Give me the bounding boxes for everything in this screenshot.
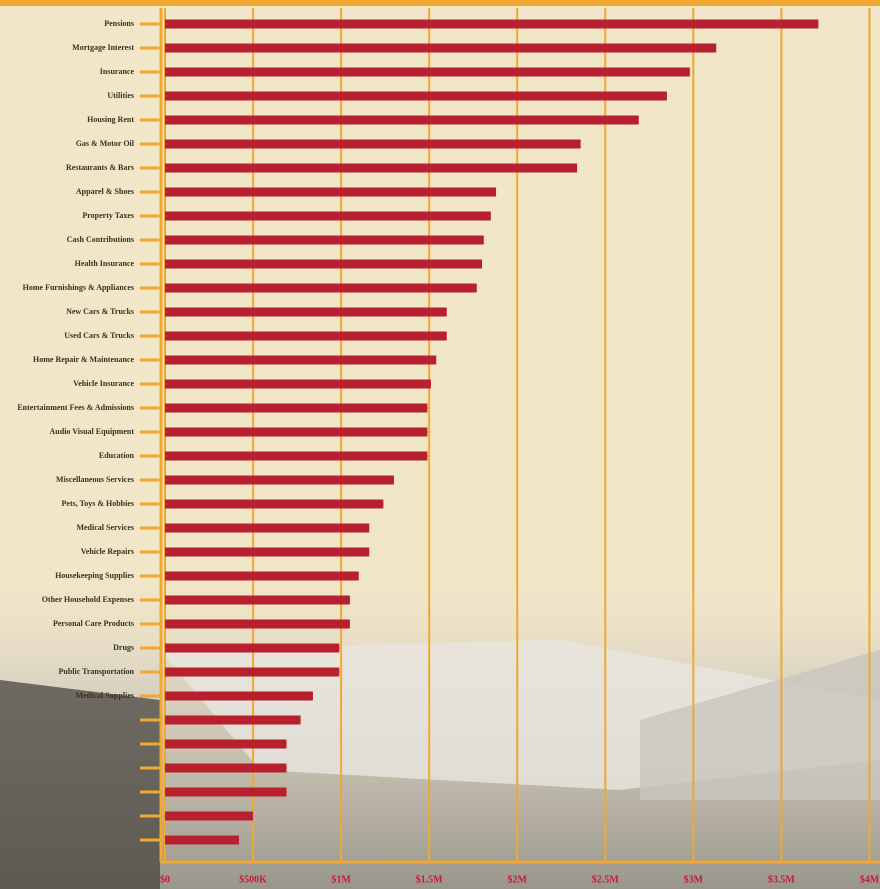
y-tick-label: Vehicle Repairs [81,547,134,556]
bar [165,643,340,653]
bar [165,811,254,821]
x-tick-label: $2.5M [592,874,620,885]
y-tick-label: Housekeeping Supplies [55,571,134,580]
y-tick-label: Personal Care Products [53,619,134,628]
y-tick-label: Drugs [113,643,134,652]
y-tick-label: Insurance [100,67,135,76]
bar [165,139,581,149]
y-tick-label: Utilities [107,91,134,100]
y-tick-label: Home Repair & Maintenance [33,355,134,364]
bar [165,715,301,725]
y-tick-label: New Cars & Trucks [66,307,134,316]
bar [165,691,313,701]
bar [165,739,287,749]
bar [165,235,484,245]
y-tick-label: Cash Contributions [67,235,134,244]
y-tick-label: Public Transportation [59,667,135,676]
bar [165,187,497,197]
bar [165,283,477,293]
y-tick-label: Property Taxes [82,211,134,220]
y-tick-label: Medical Supplies [76,691,134,700]
bar [165,547,370,557]
bar [165,19,819,29]
bar [165,427,428,437]
bar [165,667,340,677]
y-tick-label: Pensions [104,19,134,28]
bar [165,451,428,461]
y-tick-label: Used Cars & Trucks [64,331,134,340]
bar [165,523,370,533]
bar [165,379,431,389]
y-tick-label: Apparel & Shoes [76,187,134,196]
bar [165,115,639,125]
x-tick-label: $0 [160,874,170,885]
x-tick-label: $500K [239,874,267,885]
y-tick-label: Education [99,451,135,460]
x-tick-label: $1.5M [416,874,444,885]
y-tick-label: Miscellaneous Services [56,475,134,484]
x-tick-label: $1M [331,874,351,885]
y-tick-label: Restaurants & Bars [66,163,134,172]
bar [165,571,359,581]
bar [165,91,667,101]
bar [165,67,690,77]
bar [165,403,428,413]
bar [165,499,384,509]
y-tick-label: Entertainment Fees & Admissions [17,403,134,412]
y-tick-label: Audio Visual Equipment [50,427,135,436]
y-tick-label: Housing Rent [87,115,134,124]
x-tick-label: $3M [684,874,704,885]
bar [165,835,239,845]
bar [165,475,394,485]
bar [165,787,287,797]
y-tick-label: Other Household Expenses [42,595,134,604]
x-tick-label: $3.5M [768,874,796,885]
bar [165,307,447,317]
bar [165,259,482,269]
bar [165,763,287,773]
x-tick-label: $2M [507,874,527,885]
y-tick-label: Medical Services [76,523,134,532]
bar [165,43,717,53]
bar [165,211,491,221]
y-tick-label: Home Furnishings & Appliances [23,283,134,292]
bar [165,331,447,341]
top-strip [0,0,880,6]
bar [165,619,350,629]
bar [165,163,578,173]
photo-trees [0,680,160,889]
y-tick-label: Pets, Toys & Hobbies [62,499,134,508]
y-tick-label: Vehicle Insurance [73,379,134,388]
y-tick-label: Mortgage Interest [72,43,134,52]
photo-building [640,650,880,800]
bar [165,595,350,605]
y-tick-label: Gas & Motor Oil [76,139,135,148]
y-tick-label: Health Insurance [75,259,135,268]
bar [165,355,437,365]
x-tick-label: $4M [860,874,880,885]
